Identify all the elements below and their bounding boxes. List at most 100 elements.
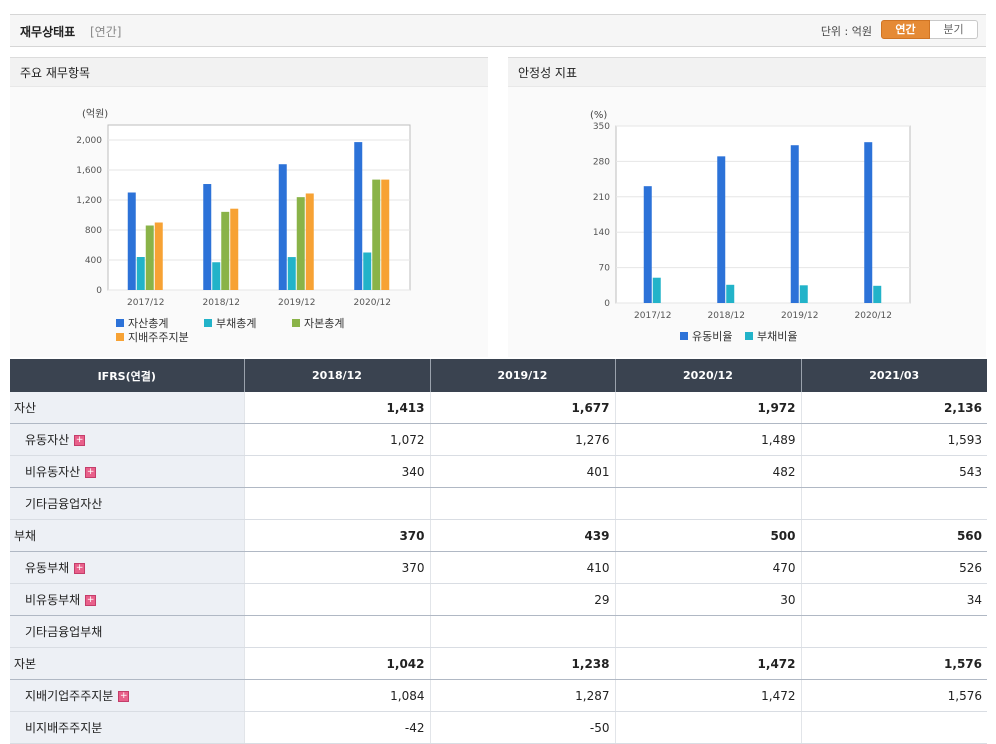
table-cell: 1,576 [801,647,987,680]
table-cell: 482 [615,455,802,488]
table-cell: 526 [801,551,987,584]
table-cell: 1,276 [430,423,616,456]
legend-swatch [204,319,212,327]
bar-부채총계 [136,257,145,290]
row-label-text: 자본 [14,657,37,671]
table-cell: 543 [801,455,987,488]
bar-부채비율 [873,285,882,303]
table-row: 지배기업주주지분 +1,084 1,287 1,472 1,576 [10,679,987,712]
table-cell: 34 [801,583,987,616]
column-header-period: 2018/12 [244,359,431,392]
table-row: 비지배주주지분 -42 -50 [10,711,987,744]
x-tick-label: 2017/12 [127,298,164,308]
x-tick-label: 2020/12 [354,298,391,308]
table-cell [615,615,802,648]
row-label-text: 자산 [14,401,37,415]
bar-유동비율 [643,186,652,303]
x-tick-label: 2019/12 [278,298,315,308]
table-cell: 401 [430,455,616,488]
x-tick-label: 2020/12 [855,311,892,321]
table-cell: 1,413 [244,392,431,424]
bar-부채총계 [287,257,296,290]
row-label: 비지배주주지분 [10,711,245,744]
bar-지배주주지분 [305,193,314,290]
column-header-period: 2019/12 [430,359,616,392]
expand-plus-icon[interactable]: + [118,691,130,702]
bar-자산총계 [354,142,363,290]
table-body: 자산 1,413 1,677 1,972 2,136 유동자산 +1,072 1,276 1,4… [10,392,987,744]
row-label: 지배기업주주지분 + [10,679,245,712]
bar-부채비율 [799,285,808,303]
bar-부채비율 [726,284,735,303]
table-cell [244,487,431,520]
expand-plus-icon[interactable]: + [74,563,86,574]
table-row: 유동부채 +370 410 470 526 [10,551,987,584]
table-cell [430,615,616,648]
bar-자산총계 [203,184,212,290]
table-row: 자본 1,042 1,238 1,472 1,576 [10,647,987,680]
bar-유동비율 [717,156,726,303]
y-axis-label: (%) [590,110,607,121]
stability-chart: 0 70 140 210 280 350(%) 2017/12 2018/12 2019/12 2… [590,110,911,343]
table-row: 비유동부채 +29 30 34 [10,583,987,616]
table-cell: 1,084 [244,679,431,712]
legend-label: 부채총계 [216,317,256,330]
expand-plus-icon[interactable]: + [85,595,97,606]
row-label-text: 기타금융업자산 [25,497,103,511]
table-cell: 439 [430,519,616,552]
y-tick-label: 70 [599,264,611,274]
financial-table: IFRS(연결) 2018/12 2019/12 2020/12 2021/03 자산 1… [10,359,987,744]
toggle-quarter-button[interactable]: 분기 [930,20,978,39]
bar-지배주주지분 [230,208,239,290]
table-cell [801,487,987,520]
row-label-text: 부채 [14,529,37,543]
period-toggle: 연간 분기 [881,20,978,39]
x-tick-label: 2019/12 [781,311,818,321]
row-label-text: 유동부채 [25,561,70,575]
table-cell: 1,593 [801,423,987,456]
table-cell: -42 [244,711,431,744]
table-cell [801,711,987,744]
legend-label: 자산총계 [128,317,168,330]
y-tick-label: 0 [96,286,102,296]
bar-자산총계 [127,192,136,290]
table-cell [430,487,616,520]
bar-지배주주지분 [154,222,163,290]
legend-swatch [745,332,753,340]
bar-유동비율 [864,142,873,303]
expand-plus-icon[interactable]: + [85,467,97,478]
expand-plus-icon[interactable]: + [74,435,86,446]
table-row: 부채 370 439 500 560 [10,519,987,552]
bar-부채총계 [363,252,372,290]
table-cell [244,583,431,616]
table-cell: 1,472 [615,679,802,712]
row-label: 기타금융업자산 [10,487,245,520]
major-items-panel: 주요 재무항목 0 400 800 1,200 1,600 2,000 (억원) 2017/1… [10,57,488,357]
legend-label: 자본총계 [304,317,344,330]
table-header-row: IFRS(연결) 2018/12 2019/12 2020/12 2021/03 [10,359,987,392]
toggle-annual-button[interactable]: 연간 [881,20,930,39]
section-header: 재무상태표 [연간] 단위 : 억원 연간 분기 [10,14,986,47]
table-cell: 410 [430,551,616,584]
table-row: 자산 1,413 1,677 1,972 2,136 [10,392,987,424]
legend-swatch [116,319,124,327]
plot-area [615,125,911,304]
x-tick-label: 2018/12 [708,311,745,321]
table-cell: 1,472 [615,647,802,680]
table-cell [615,487,802,520]
y-tick-label: 350 [593,122,610,132]
y-tick-label: 210 [593,193,610,203]
major-items-chart: 0 400 800 1,200 1,600 2,000 (억원) 2017/12 2018/12… [76,108,411,344]
column-header-ifrs: IFRS(연결) [10,359,245,392]
bar-부채비율 [652,277,661,303]
table-cell: 1,238 [430,647,616,680]
row-label-text: 기타금융업부채 [25,625,103,639]
row-label: 유동자산 + [10,423,245,456]
column-header-period: 2020/12 [615,359,802,392]
y-tick-label: 1,600 [76,166,102,176]
table-row: 기타금융업자산 [10,487,987,520]
row-label-text: 비유동부채 [25,593,81,607]
row-label: 기타금융업부채 [10,615,245,648]
row-label: 자산 [10,392,245,424]
row-label-text: 지배기업주주지분 [25,689,114,703]
